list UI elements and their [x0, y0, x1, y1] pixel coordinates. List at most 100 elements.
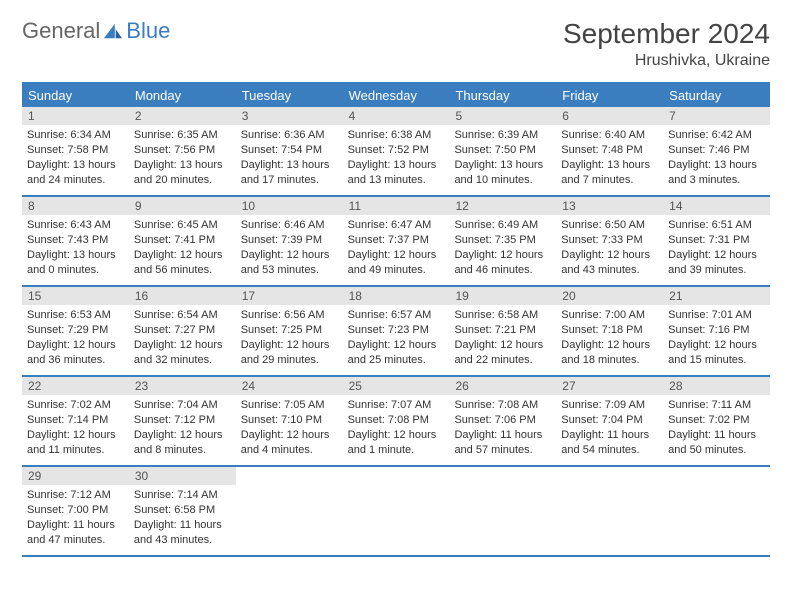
day-day1: Daylight: 13 hours: [134, 158, 231, 173]
day-cell: 27Sunrise: 7:09 AMSunset: 7:04 PMDayligh…: [556, 377, 663, 465]
day-number: 14: [663, 197, 770, 215]
day-sunrise: Sunrise: 7:08 AM: [454, 398, 551, 413]
day-day1: Daylight: 12 hours: [454, 248, 551, 263]
day-sunrise: Sunrise: 6:53 AM: [27, 308, 124, 323]
day-sunset: Sunset: 7:48 PM: [561, 143, 658, 158]
day-cell: 10Sunrise: 6:46 AMSunset: 7:39 PMDayligh…: [236, 197, 343, 285]
day-day2: and 22 minutes.: [454, 353, 551, 368]
day-day1: Daylight: 11 hours: [134, 518, 231, 533]
day-cell: 19Sunrise: 6:58 AMSunset: 7:21 PMDayligh…: [449, 287, 556, 375]
day-body: Sunrise: 6:49 AMSunset: 7:35 PMDaylight:…: [449, 215, 556, 283]
day-number: 29: [22, 467, 129, 485]
day-day2: and 20 minutes.: [134, 173, 231, 188]
day-body: Sunrise: 6:58 AMSunset: 7:21 PMDaylight:…: [449, 305, 556, 373]
day-body: Sunrise: 6:42 AMSunset: 7:46 PMDaylight:…: [663, 125, 770, 193]
day-cell: 28Sunrise: 7:11 AMSunset: 7:02 PMDayligh…: [663, 377, 770, 465]
day-day2: and 3 minutes.: [668, 173, 765, 188]
dow-saturday: Saturday: [663, 84, 770, 107]
day-cell: 3Sunrise: 6:36 AMSunset: 7:54 PMDaylight…: [236, 107, 343, 195]
week-row: 29Sunrise: 7:12 AMSunset: 7:00 PMDayligh…: [22, 467, 770, 557]
day-day1: Daylight: 11 hours: [454, 428, 551, 443]
day-number: 10: [236, 197, 343, 215]
day-body: Sunrise: 6:45 AMSunset: 7:41 PMDaylight:…: [129, 215, 236, 283]
day-sunrise: Sunrise: 6:54 AM: [134, 308, 231, 323]
day-number: 28: [663, 377, 770, 395]
day-number: 26: [449, 377, 556, 395]
day-day2: and 56 minutes.: [134, 263, 231, 278]
day-day2: and 57 minutes.: [454, 443, 551, 458]
day-number: 16: [129, 287, 236, 305]
day-sunset: Sunset: 7:06 PM: [454, 413, 551, 428]
day-number: 3: [236, 107, 343, 125]
day-body: Sunrise: 6:57 AMSunset: 7:23 PMDaylight:…: [343, 305, 450, 373]
day-day1: Daylight: 12 hours: [134, 338, 231, 353]
day-day2: and 46 minutes.: [454, 263, 551, 278]
day-day2: and 7 minutes.: [561, 173, 658, 188]
day-cell: 11Sunrise: 6:47 AMSunset: 7:37 PMDayligh…: [343, 197, 450, 285]
title-block: September 2024 Hrushivka, Ukraine: [563, 18, 770, 70]
day-of-week-header: SundayMondayTuesdayWednesdayThursdayFrid…: [22, 84, 770, 107]
day-body: Sunrise: 7:00 AMSunset: 7:18 PMDaylight:…: [556, 305, 663, 373]
day-number: 22: [22, 377, 129, 395]
day-number: 5: [449, 107, 556, 125]
day-sunset: Sunset: 7:43 PM: [27, 233, 124, 248]
day-day1: Daylight: 12 hours: [668, 248, 765, 263]
day-body: Sunrise: 6:53 AMSunset: 7:29 PMDaylight:…: [22, 305, 129, 373]
calendar: SundayMondayTuesdayWednesdayThursdayFrid…: [22, 82, 770, 557]
day-sunrise: Sunrise: 6:58 AM: [454, 308, 551, 323]
day-number: 15: [22, 287, 129, 305]
day-body: Sunrise: 6:46 AMSunset: 7:39 PMDaylight:…: [236, 215, 343, 283]
day-cell: 7Sunrise: 6:42 AMSunset: 7:46 PMDaylight…: [663, 107, 770, 195]
day-sunrise: Sunrise: 6:39 AM: [454, 128, 551, 143]
day-sunset: Sunset: 7:25 PM: [241, 323, 338, 338]
week-row: 8Sunrise: 6:43 AMSunset: 7:43 PMDaylight…: [22, 197, 770, 287]
day-number: 24: [236, 377, 343, 395]
day-cell: 1Sunrise: 6:34 AMSunset: 7:58 PMDaylight…: [22, 107, 129, 195]
day-body: Sunrise: 7:11 AMSunset: 7:02 PMDaylight:…: [663, 395, 770, 463]
day-day1: Daylight: 13 hours: [27, 248, 124, 263]
day-sunset: Sunset: 7:56 PM: [134, 143, 231, 158]
day-cell: 26 Sunrise: 7:08 AMSunset: 7:06 PMDayligh…: [449, 377, 556, 465]
day-sunrise: Sunrise: 7:01 AM: [668, 308, 765, 323]
day-sunset: Sunset: 7:04 PM: [561, 413, 658, 428]
day-cell: 4Sunrise: 6:38 AMSunset: 7:52 PMDaylight…: [343, 107, 450, 195]
day-sunset: Sunset: 7:21 PM: [454, 323, 551, 338]
day-body: Sunrise: 6:51 AMSunset: 7:31 PMDaylight:…: [663, 215, 770, 283]
day-sunset: Sunset: 7:16 PM: [668, 323, 765, 338]
month-title: September 2024: [563, 18, 770, 50]
day-day2: and 1 minute.: [348, 443, 445, 458]
logo: General Blue: [22, 18, 170, 44]
day-sunset: Sunset: 7:23 PM: [348, 323, 445, 338]
day-sunrise: Sunrise: 7:11 AM: [668, 398, 765, 413]
day-day1: Daylight: 12 hours: [348, 428, 445, 443]
day-number: 30: [129, 467, 236, 485]
day-day1: Daylight: 12 hours: [561, 248, 658, 263]
day-sunset: Sunset: 7:54 PM: [241, 143, 338, 158]
day-body: Sunrise: 7:05 AMSunset: 7:10 PMDaylight:…: [236, 395, 343, 463]
day-day1: Daylight: 12 hours: [134, 248, 231, 263]
day-body: Sunrise: 7:12 AMSunset: 7:00 PMDaylight:…: [22, 485, 129, 553]
day-number: 13: [556, 197, 663, 215]
day-day1: Daylight: 11 hours: [561, 428, 658, 443]
day-day1: Daylight: 13 hours: [561, 158, 658, 173]
week-row: 15Sunrise: 6:53 AMSunset: 7:29 PMDayligh…: [22, 287, 770, 377]
day-cell: [236, 467, 343, 555]
day-sunset: Sunset: 7:37 PM: [348, 233, 445, 248]
day-day2: and 39 minutes.: [668, 263, 765, 278]
day-cell: 18Sunrise: 6:57 AMSunset: 7:23 PMDayligh…: [343, 287, 450, 375]
day-body: Sunrise: 7:04 AMSunset: 7:12 PMDaylight:…: [129, 395, 236, 463]
day-sunrise: Sunrise: 6:45 AM: [134, 218, 231, 233]
day-sunrise: Sunrise: 7:05 AM: [241, 398, 338, 413]
day-body: Sunrise: 6:38 AMSunset: 7:52 PMDaylight:…: [343, 125, 450, 193]
day-number: 27: [556, 377, 663, 395]
day-cell: 23Sunrise: 7:04 AMSunset: 7:12 PMDayligh…: [129, 377, 236, 465]
day-day1: Daylight: 12 hours: [134, 428, 231, 443]
day-day2: and 54 minutes.: [561, 443, 658, 458]
day-day2: and 8 minutes.: [134, 443, 231, 458]
day-number: 6: [556, 107, 663, 125]
day-day1: Daylight: 12 hours: [561, 338, 658, 353]
day-cell: 30Sunrise: 7:14 AMSunset: 6:58 PMDayligh…: [129, 467, 236, 555]
day-number: 7: [663, 107, 770, 125]
day-body: Sunrise: 6:54 AMSunset: 7:27 PMDaylight:…: [129, 305, 236, 373]
day-day2: and 50 minutes.: [668, 443, 765, 458]
